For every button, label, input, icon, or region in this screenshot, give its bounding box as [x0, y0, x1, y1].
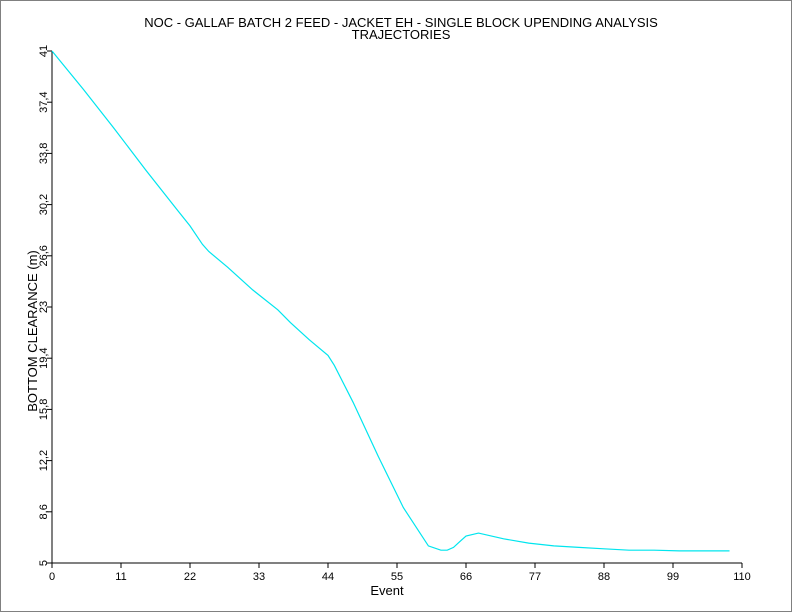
y-tick-label: 37,4	[38, 91, 50, 112]
axes	[51, 51, 742, 564]
chart-subtitle: TRAJECTORIES	[352, 27, 451, 42]
y-axis-ticks: 5 8,6 12,2 15,8 19,4 23 26,6 30,2 33,8 37,4 41	[38, 45, 52, 566]
x-tick-label: 99	[667, 571, 679, 583]
x-tick-label: 77	[529, 571, 541, 583]
y-tick-label: 12,2	[38, 450, 50, 471]
y-tick-label: 19,4	[38, 347, 50, 368]
x-tick-label: 11	[115, 571, 126, 583]
x-axis-ticks: 0 11 22 33 44 55 66 77 88 99 110	[49, 563, 751, 583]
plot-area	[51, 50, 730, 552]
y-tick-label: 15,8	[38, 399, 50, 420]
y-tick-label: 8,6	[38, 504, 50, 519]
x-tick-label: 44	[322, 571, 334, 583]
y-tick-label: 26,6	[38, 245, 50, 266]
y-tick-label: 41	[38, 45, 50, 57]
x-tick-label: 55	[391, 571, 403, 583]
x-tick-label: 66	[460, 571, 472, 583]
x-tick-label: 110	[733, 571, 751, 583]
y-tick-label: 30,2	[38, 194, 50, 215]
y-axis-label: BOTTOM CLEARANCE (m)	[25, 250, 40, 412]
y-tick-label: 5	[38, 560, 50, 566]
trajectory-line	[51, 50, 730, 552]
x-axis-label: Event	[370, 583, 404, 598]
x-tick-label: 33	[253, 571, 265, 583]
x-tick-label: 0	[49, 571, 55, 583]
x-tick-label: 22	[184, 571, 196, 583]
y-tick-label: 23	[38, 301, 50, 313]
x-tick-label: 88	[598, 571, 610, 583]
y-tick-label: 33,8	[38, 143, 50, 164]
chart-title: NOC - GALLAF BATCH 2 FEED - JACKET EH - …	[144, 15, 658, 30]
